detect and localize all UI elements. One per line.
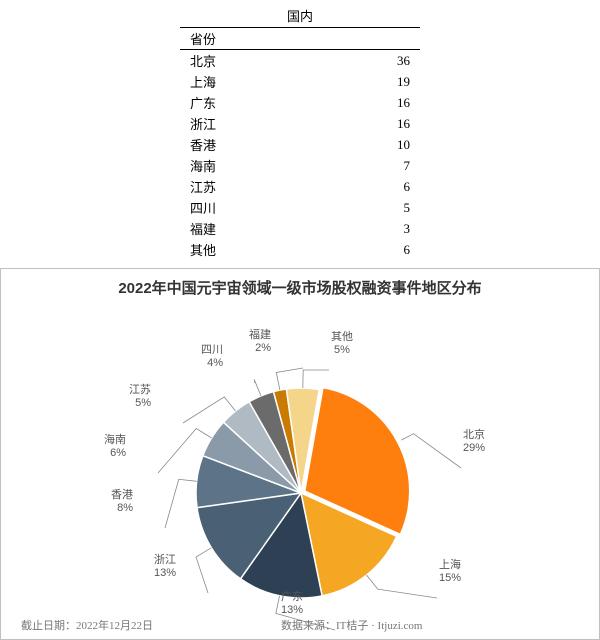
table-row: 广东16 xyxy=(180,92,420,113)
province-cell: 其他 xyxy=(180,239,260,260)
leader-line xyxy=(254,379,261,396)
province-table: 国内 省份 北京36上海19广东16浙江16香港10海南7江苏6四川5福建3其他… xyxy=(180,4,420,260)
footer-right-label: 数据来源： xyxy=(281,620,336,632)
table-row: 四川5 xyxy=(180,197,420,218)
slice-label-其他: 其他5% xyxy=(331,331,353,357)
slice-label-海南: 海南6% xyxy=(104,434,126,460)
table-row: 福建3 xyxy=(180,218,420,239)
value-cell: 19 xyxy=(260,71,420,92)
footer-left-label: 截止日期： xyxy=(21,620,76,632)
table-row: 香港10 xyxy=(180,134,420,155)
slice-label-香港: 香港8% xyxy=(111,489,133,515)
pie-chart: 2022年中国元宇宙领域一级市场股权融资事件地区分布 北京29% 上海15% 广东1… xyxy=(0,268,600,640)
table-row: 江苏6 xyxy=(180,176,420,197)
province-cell: 浙江 xyxy=(180,113,260,134)
slice-label-浙江: 浙江13% xyxy=(154,554,176,580)
province-cell: 广东 xyxy=(180,92,260,113)
leader-line xyxy=(401,434,461,468)
table-row: 北京36 xyxy=(180,50,420,72)
slice-label-江苏: 江苏5% xyxy=(129,384,151,410)
pie-svg xyxy=(1,298,599,638)
value-cell: 6 xyxy=(260,239,420,260)
table-row: 海南7 xyxy=(180,155,420,176)
leader-line xyxy=(367,575,437,598)
value-cell: 3 xyxy=(260,218,420,239)
province-cell: 福建 xyxy=(180,218,260,239)
slice-label-广东: 广东13% xyxy=(281,591,303,617)
province-cell: 江苏 xyxy=(180,176,260,197)
leader-line xyxy=(303,370,329,388)
leader-line xyxy=(165,479,197,528)
leader-line xyxy=(196,548,211,593)
slice-label-北京: 北京29% xyxy=(463,429,485,455)
value-cell: 36 xyxy=(260,50,420,72)
slice-label-四川: 四川4% xyxy=(201,344,223,370)
value-cell: 5 xyxy=(260,197,420,218)
province-cell: 海南 xyxy=(180,155,260,176)
footer-left-value: 2022年12月22日 xyxy=(76,620,153,632)
value-cell: 6 xyxy=(260,176,420,197)
value-cell: 16 xyxy=(260,92,420,113)
province-cell: 香港 xyxy=(180,134,260,155)
value-cell: 7 xyxy=(260,155,420,176)
table-header: 国内 xyxy=(180,4,420,28)
leader-line xyxy=(276,368,303,390)
table-row: 上海19 xyxy=(180,71,420,92)
table-row: 其他6 xyxy=(180,239,420,260)
province-cell: 上海 xyxy=(180,71,260,92)
chart-title: 2022年中国元宇宙领域一级市场股权融资事件地区分布 xyxy=(1,269,599,298)
footer-right-value: IT桔子 · Itjuzi.com xyxy=(336,620,422,632)
table-row: 浙江16 xyxy=(180,113,420,134)
col-province-header: 省份 xyxy=(180,28,260,50)
value-cell: 10 xyxy=(260,134,420,155)
col-value-header xyxy=(260,28,420,50)
slice-label-福建: 福建2% xyxy=(249,329,271,355)
province-cell: 四川 xyxy=(180,197,260,218)
slice-label-上海: 上海15% xyxy=(439,559,461,585)
province-cell: 北京 xyxy=(180,50,260,72)
value-cell: 16 xyxy=(260,113,420,134)
